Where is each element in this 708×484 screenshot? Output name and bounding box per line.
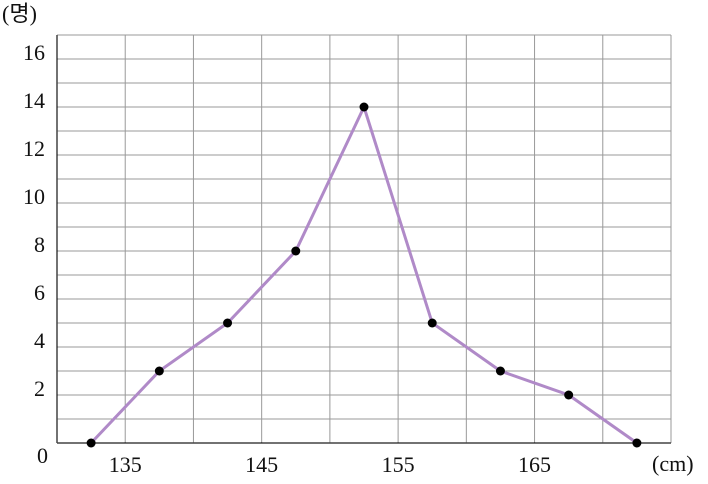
y-axis-label: (명) bbox=[2, 1, 37, 26]
data-point bbox=[495, 366, 505, 376]
y-tick-label: 4 bbox=[34, 328, 45, 353]
y-tick-label: 2 bbox=[34, 376, 45, 401]
y-tick-label: 12 bbox=[23, 136, 45, 161]
y-tick-label: 6 bbox=[34, 280, 45, 305]
data-point bbox=[291, 246, 301, 256]
y-tick-label: 14 bbox=[23, 88, 45, 113]
x-tick-label: 135 bbox=[109, 452, 142, 477]
data-point bbox=[564, 390, 574, 400]
data-point bbox=[632, 438, 642, 448]
y-tick-label: 0 bbox=[37, 443, 48, 468]
y-tick-label: 16 bbox=[23, 40, 45, 65]
y-tick-label: 8 bbox=[34, 232, 45, 257]
x-tick-label: 155 bbox=[382, 452, 415, 477]
x-tick-label: 145 bbox=[245, 452, 278, 477]
x-tick-label: 165 bbox=[518, 452, 551, 477]
data-point bbox=[427, 318, 437, 328]
y-tick-label: 10 bbox=[23, 184, 45, 209]
data-point bbox=[359, 102, 369, 112]
data-point bbox=[154, 366, 164, 376]
x-axis-label: (cm) bbox=[652, 451, 694, 476]
data-point bbox=[223, 318, 233, 328]
data-point bbox=[86, 438, 96, 448]
